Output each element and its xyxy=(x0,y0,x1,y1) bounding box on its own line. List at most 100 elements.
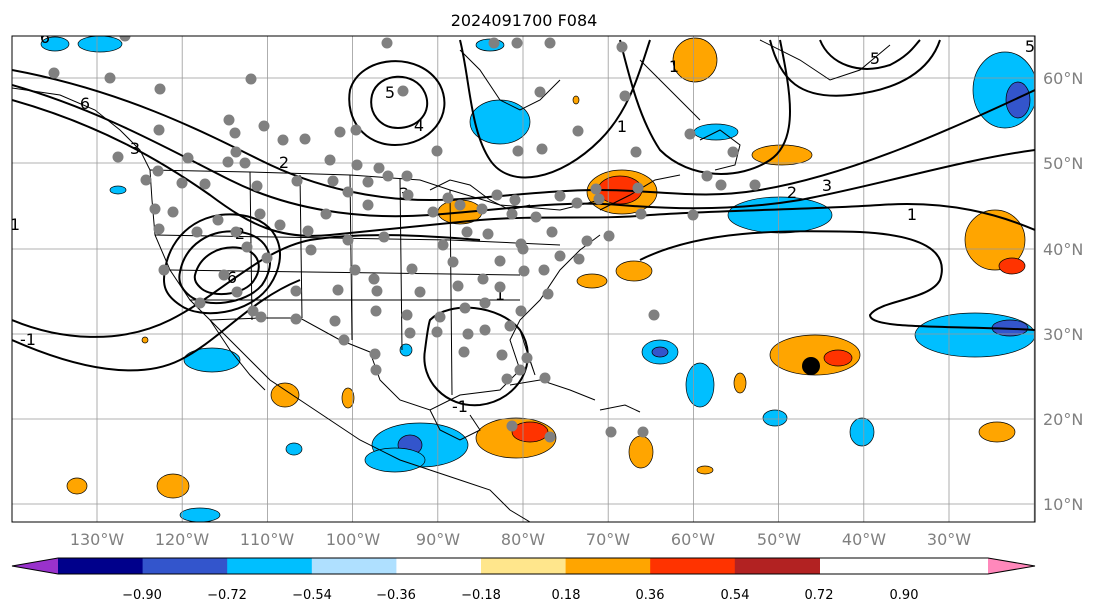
contour-label-6-a: 6 xyxy=(40,28,50,47)
contours xyxy=(12,39,1035,407)
station-dot xyxy=(104,72,116,84)
contour-line-1 xyxy=(12,69,1035,202)
negative-anomaly-patch xyxy=(399,343,413,357)
low-loop-inner xyxy=(370,75,428,130)
station-dot xyxy=(488,37,500,49)
station-dot xyxy=(684,128,696,140)
station-dot xyxy=(476,203,488,215)
colorbar-bin xyxy=(481,558,567,574)
station-dot xyxy=(277,134,289,146)
baja-california-coast xyxy=(209,319,266,391)
station-dot xyxy=(230,146,242,158)
station-dot xyxy=(371,285,383,297)
positive-anomaly-patch xyxy=(270,382,300,408)
station-dot xyxy=(154,83,166,95)
colorbar: −0.90 −0.72 −0.54 −0.36 −0.18 0.18 0.36 … xyxy=(11,557,1036,603)
lon-label-80w: 80°W xyxy=(501,530,545,549)
station-markers xyxy=(48,36,761,443)
yucatan-coast xyxy=(429,409,481,441)
station-dot xyxy=(370,364,382,376)
station-dot xyxy=(302,225,314,237)
us-canada-border xyxy=(149,169,601,211)
positive-anomaly-patch xyxy=(341,387,355,409)
negative-anomaly-patch xyxy=(183,347,241,373)
colorbar-bin xyxy=(396,558,482,574)
contour-label-2-a: 2 xyxy=(279,153,289,172)
positive-anomaly-patch xyxy=(66,477,88,495)
station-dot xyxy=(452,280,464,292)
positive-anomaly-patch xyxy=(572,95,580,105)
lon-label-30w: 30°W xyxy=(927,530,971,549)
lon-label-40w: 40°W xyxy=(842,530,886,549)
colorbar-tick-8: 0.54 xyxy=(721,588,750,603)
station-dot xyxy=(477,273,489,285)
station-dot xyxy=(351,159,363,171)
station-dot xyxy=(320,208,332,220)
station-dot xyxy=(373,162,385,174)
station-dot xyxy=(239,157,251,169)
station-dot xyxy=(648,309,660,321)
colorbar-tick-6: 0.18 xyxy=(552,588,581,603)
florida-coast xyxy=(519,329,536,376)
contour-label-3-c: 3 xyxy=(130,139,140,158)
station-dot xyxy=(437,239,449,251)
station-dot xyxy=(462,328,474,340)
positive-anomaly-patch xyxy=(672,37,718,83)
lon-label-100w: 100°W xyxy=(326,530,381,549)
station-dot xyxy=(199,178,211,190)
trough-loop-middle xyxy=(178,230,271,305)
longitude-labels: 130°W 120°W 110°W 100°W 90°W 80°W 70°W 6… xyxy=(70,530,971,549)
colorbar-bin xyxy=(227,558,313,574)
colorbar-tick-3: −0.54 xyxy=(292,588,332,603)
negative-anomaly-patch xyxy=(849,417,875,447)
colorbar-bin xyxy=(142,558,228,574)
station-dot xyxy=(112,151,124,163)
atlantic-contour xyxy=(639,230,1035,331)
contour-label-6-b: 6 xyxy=(80,94,90,113)
station-dot xyxy=(605,426,617,438)
station-dot xyxy=(218,269,230,281)
hudson-bay-coast xyxy=(459,49,561,111)
positive-anomaly-patch xyxy=(141,336,149,344)
station-dot xyxy=(212,214,224,226)
contour-label-5-b: 5 xyxy=(870,49,880,68)
station-dot xyxy=(603,230,615,242)
station-dot xyxy=(334,126,346,138)
station-dot xyxy=(701,170,713,182)
contour-line-2 xyxy=(12,84,1035,218)
positive-anomaly-patch xyxy=(615,260,653,282)
station-dot xyxy=(378,231,390,243)
contour-label-1-b: 1 xyxy=(907,205,917,224)
station-dot xyxy=(153,223,165,235)
positive-anomaly-patch xyxy=(964,209,1026,271)
station-dot xyxy=(431,326,443,338)
contour-line-3 xyxy=(12,99,1035,237)
station-dot xyxy=(619,90,631,102)
station-dot xyxy=(291,175,303,187)
hispaniola-coast xyxy=(599,404,641,413)
station-dot xyxy=(404,327,416,339)
station-dot xyxy=(687,209,699,221)
station-dot xyxy=(501,373,513,385)
station-dot xyxy=(176,177,188,189)
station-dot xyxy=(544,37,556,49)
station-dot xyxy=(573,253,585,265)
contour-label-6-c: 6 xyxy=(227,268,237,287)
station-dot xyxy=(517,243,529,255)
station-dot xyxy=(459,302,471,314)
station-dot xyxy=(727,146,739,158)
station-dot xyxy=(397,85,409,97)
station-dot xyxy=(401,170,413,182)
negative-anomaly-patch xyxy=(179,507,221,522)
contour-label-1-c: 1 xyxy=(669,57,679,76)
station-dot xyxy=(327,175,339,187)
station-dot xyxy=(630,146,642,158)
negative-anomaly-patch xyxy=(364,447,426,473)
station-dot xyxy=(290,313,302,325)
colorbar-extend-high xyxy=(988,558,1035,574)
station-dot xyxy=(274,219,286,231)
positive-anomaly-patch xyxy=(696,465,714,475)
central-america-coast xyxy=(429,469,531,522)
station-dot xyxy=(299,133,311,145)
